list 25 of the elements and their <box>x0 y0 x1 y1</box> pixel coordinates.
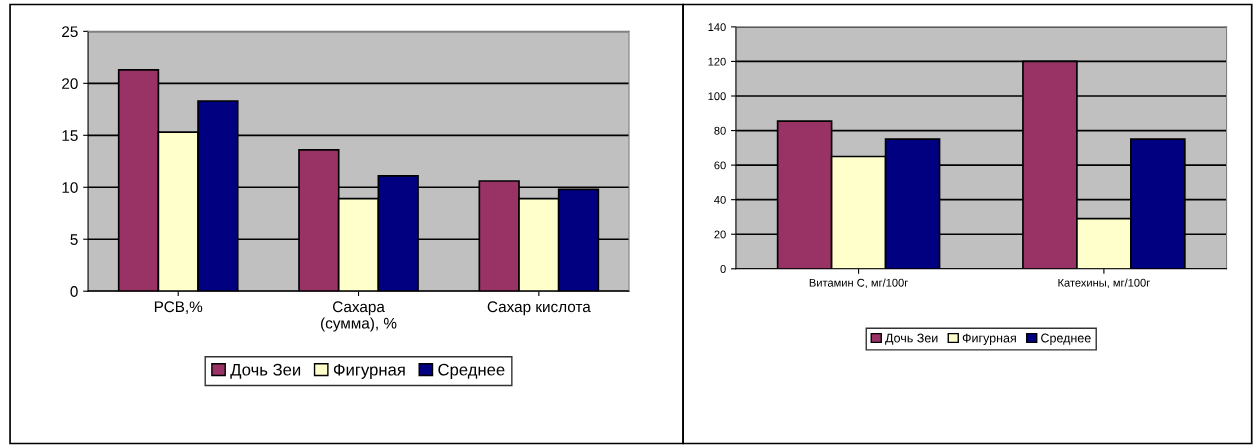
y-tick-label: 0 <box>720 265 726 273</box>
legend-label: Дочь Зеи <box>885 333 938 345</box>
y-tick-label: 25 <box>62 26 78 38</box>
y-tick-label: 120 <box>708 57 726 66</box>
legend-label: Среднее <box>438 363 505 379</box>
y-tick-label: 100 <box>708 92 726 101</box>
y-tick-label: 40 <box>714 195 726 204</box>
legend-label: Фигурная <box>962 333 1016 345</box>
y-tick-label: 0 <box>70 286 78 297</box>
y-tick-label: 80 <box>714 126 726 135</box>
y-tick-label: 20 <box>62 78 78 90</box>
legend-label: Среднее <box>1041 333 1091 345</box>
y-tick-label: 10 <box>62 182 78 193</box>
y-tick-label: 140 <box>708 23 726 32</box>
x-tick-label: Сахар кислота <box>487 301 591 316</box>
y-tick-label: 15 <box>62 130 78 141</box>
y-tick-label: 5 <box>70 234 78 245</box>
y-tick-label: 60 <box>714 161 726 170</box>
legend-label: Дочь Зеи <box>230 363 301 379</box>
x-tick-label: Катехины, мг/100г <box>1058 278 1150 288</box>
y-tick-label: 20 <box>714 230 726 239</box>
x-tick-label: Витамин С, мг/100г <box>809 278 908 288</box>
legend-label: Фигурная <box>333 363 405 379</box>
x-tick-label: РСВ,% <box>154 301 203 314</box>
x-tick-label: Сахара (сумма), % <box>321 301 397 332</box>
